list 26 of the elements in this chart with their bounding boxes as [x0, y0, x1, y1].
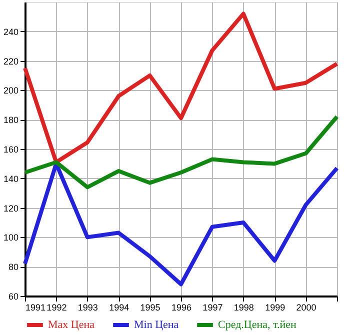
line-series: [23, 114, 339, 190]
y-tick-label: 120: [3, 203, 18, 214]
y-tick-label: 60: [8, 292, 18, 302]
y-tick-label: 80: [8, 262, 18, 272]
x-tick-label: 1997: [202, 302, 223, 312]
legend-label: Min Цена: [134, 319, 179, 331]
y-tick-label: 140: [3, 174, 18, 184]
legend-label: Max Цена: [48, 319, 95, 331]
y-tick-label: 100: [3, 232, 18, 243]
y-tick-label: 220: [3, 56, 18, 66]
y-tick-label: 200: [3, 86, 18, 96]
x-tick-label: 1998: [234, 302, 254, 312]
line-series: [23, 162, 339, 286]
x-tick-label: 1995: [140, 302, 160, 312]
line-series: [23, 12, 339, 164]
x-tick-label: 1991: [26, 302, 46, 312]
x-tick-label: 2000: [296, 302, 316, 312]
y-tick-label: 180: [3, 115, 18, 126]
y-tick-label: 160: [3, 144, 18, 154]
x-tick-label: 1999: [265, 302, 286, 312]
legend-label: Сред.Цена, т.йен: [218, 319, 297, 331]
x-tick-label: 1993: [78, 302, 98, 312]
y-tick-label: 240: [3, 26, 18, 37]
x-tick-label: 1992: [46, 302, 67, 312]
x-tick-label: 1996: [171, 302, 192, 312]
x-tick-label: 1994: [109, 302, 130, 312]
